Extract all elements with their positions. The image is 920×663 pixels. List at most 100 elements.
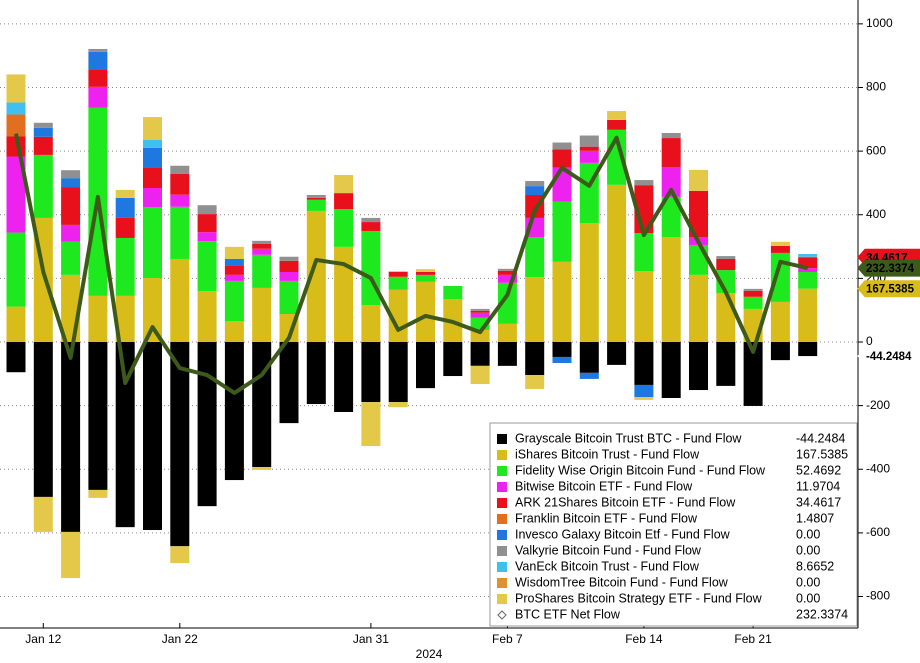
bar (661, 196, 681, 238)
bar (61, 224, 81, 242)
bar (334, 209, 354, 247)
bar (143, 341, 162, 531)
bar (798, 272, 818, 289)
bar (61, 170, 81, 179)
legend-marker (497, 594, 507, 604)
net-flow-line (14, 133, 809, 395)
legend-value: 1.4807 (796, 511, 834, 525)
bar (361, 305, 381, 342)
bar (61, 341, 81, 532)
bar (115, 341, 135, 528)
bar (33, 122, 53, 128)
bar (634, 397, 654, 400)
bar (252, 254, 272, 288)
bar (361, 341, 381, 403)
bar (33, 496, 53, 532)
bar (743, 288, 763, 291)
bar (224, 341, 244, 481)
bar (6, 114, 26, 137)
legend-marker (497, 562, 507, 572)
bar (634, 271, 654, 342)
legend-label: iShares Bitcoin Trust - Fund Flow (515, 447, 700, 461)
bar (197, 205, 217, 215)
bar (579, 150, 599, 163)
value-tag-label: 167.5385 (866, 284, 915, 296)
bar (579, 372, 599, 379)
value-tag-label: 232.3374 (866, 263, 915, 275)
bar (224, 280, 244, 321)
legend-label: WisdomTree Bitcoin Fund - Fund Flow (515, 575, 729, 589)
legend-label: ARK 21Shares Bitcoin ETF - Fund Flow (515, 495, 736, 509)
bar (552, 261, 572, 342)
bar (115, 237, 135, 296)
bar (224, 320, 244, 342)
bar (770, 241, 790, 246)
x-tick-label: Feb 7 (492, 632, 523, 646)
bar (552, 142, 572, 150)
bar (634, 233, 654, 272)
bar (798, 257, 818, 269)
bar (552, 201, 572, 262)
bar (497, 268, 517, 271)
bar (607, 341, 627, 365)
bar (334, 174, 354, 194)
legend-marker (497, 514, 507, 524)
bar (224, 265, 244, 275)
bar (115, 189, 135, 198)
bar (716, 293, 736, 342)
legend-value: 232.3374 (796, 607, 848, 621)
bar (6, 341, 26, 373)
bar (443, 286, 463, 300)
bar (143, 278, 162, 342)
bar (388, 276, 408, 290)
bar (689, 244, 708, 275)
bar (197, 241, 217, 292)
bar (306, 199, 326, 211)
bar (88, 295, 108, 342)
bar (170, 341, 190, 547)
legend-value: -44.2484 (796, 431, 845, 445)
bar (689, 274, 708, 342)
legend-marker (497, 530, 507, 540)
y-tick-label: 800 (866, 80, 886, 94)
bar (716, 341, 736, 386)
bar (170, 258, 190, 342)
bar (770, 341, 790, 361)
bar (334, 246, 354, 342)
bar (252, 341, 272, 468)
bar (88, 48, 108, 52)
bar (61, 187, 81, 225)
bar (6, 156, 26, 233)
bar (497, 323, 517, 342)
bar (525, 186, 545, 196)
bar (6, 306, 26, 342)
bar (334, 193, 354, 210)
legend-marker (497, 578, 507, 588)
bar (552, 356, 572, 363)
bar (197, 291, 217, 342)
bar (170, 206, 190, 259)
legend-label: Bitwise Bitcoin ETF - Fund Flow (515, 479, 693, 493)
bar (361, 217, 381, 223)
legend-value: 167.5385 (796, 447, 848, 461)
bar (416, 269, 435, 273)
bar (6, 232, 26, 307)
bar (306, 210, 326, 342)
x-tick-label: Jan 22 (162, 632, 198, 646)
bar (661, 138, 681, 168)
bar (525, 181, 545, 187)
bar (224, 274, 244, 281)
bar (33, 136, 53, 155)
bar (661, 237, 681, 342)
x-tick-label: Feb 14 (625, 632, 663, 646)
legend-value: 0.00 (796, 591, 820, 605)
legend-label: ProShares Bitcoin Strategy ETF - Fund Fl… (515, 591, 763, 605)
legend-value: 8.6652 (796, 559, 834, 573)
y-tick-label: -600 (866, 525, 890, 539)
bar (279, 280, 299, 314)
bar (88, 69, 108, 87)
bar (61, 178, 81, 188)
bar (470, 365, 490, 384)
bar (88, 51, 108, 70)
